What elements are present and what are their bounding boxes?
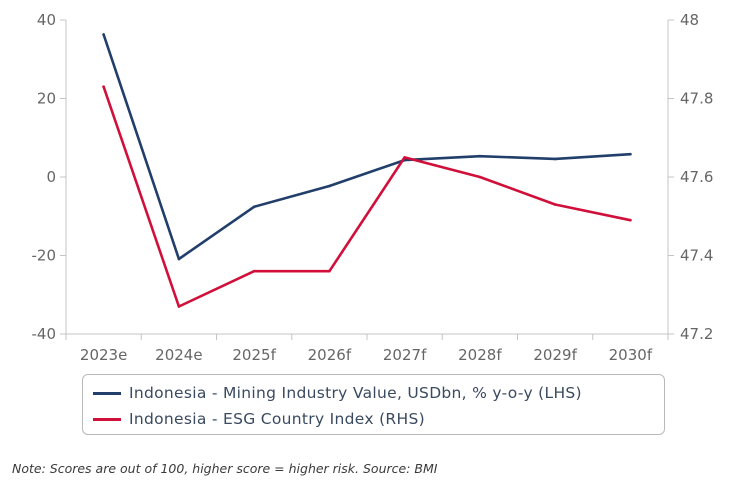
x-tick-label: 2028f <box>458 346 502 364</box>
data-point-mining-2030f <box>629 152 632 156</box>
series-line-mining <box>102 33 632 261</box>
data-point-esg-2026f <box>328 269 331 273</box>
data-point-esg-2023e <box>102 85 105 89</box>
x-tick-label: 2027f <box>383 346 427 364</box>
data-point-esg-2030f <box>629 218 632 222</box>
y-right-tick-label: 48 <box>680 11 699 29</box>
data-point-esg-2029f <box>553 203 557 206</box>
data-point-esg-2027f <box>403 156 406 159</box>
y-right-tick-label: 47.8 <box>680 90 713 108</box>
x-tick-label: 2025f <box>232 346 276 364</box>
data-point-mining-2026f <box>328 184 331 188</box>
series-line-esg <box>102 85 632 308</box>
data-point-mining-2024e <box>177 257 181 261</box>
legend-label-mining: Indonesia - Mining Industry Value, USDbn… <box>129 384 582 402</box>
x-tick-label: 2024e <box>155 346 202 364</box>
y-right-tick-label: 47.4 <box>680 247 713 265</box>
x-tick-label: 2023e <box>80 346 127 364</box>
y-left-tick-label: -20 <box>32 247 57 265</box>
data-point-mining-2025f <box>252 205 256 209</box>
y-left-tick-label: 20 <box>37 90 56 108</box>
data-point-mining-2023e <box>102 33 105 36</box>
chart: 40 20 0 -20 -40 48 47.8 47.6 47.4 47.2 2023e 2024e 2… <box>32 11 714 364</box>
legend-item-esg[interactable]: Indonesia - ESG Country Index (RHS) <box>93 406 664 432</box>
legend: Indonesia - Mining Industry Value, USDbn… <box>82 374 665 435</box>
y-right-tick-label: 47.2 <box>680 325 713 343</box>
x-tick-label: 2030f <box>609 346 653 364</box>
legend-label-esg: Indonesia - ESG Country Index (RHS) <box>129 410 425 428</box>
y-left-tick-label: -40 <box>32 325 57 343</box>
data-point-mining-2028f <box>478 154 482 158</box>
data-point-mining-2029f <box>553 157 557 161</box>
legend-swatch-esg <box>93 417 121 421</box>
y-left-tick-label: 40 <box>37 11 56 29</box>
data-point-esg-2028f <box>478 175 482 179</box>
legend-item-mining[interactable]: Indonesia - Mining Industry Value, USDbn… <box>93 380 664 406</box>
data-point-esg-2025f <box>252 269 256 273</box>
data-point-esg-2024e <box>177 305 181 308</box>
y-left-tick-label: 0 <box>46 168 56 186</box>
x-tick-label: 2026f <box>308 346 352 364</box>
source-note: Note: Scores are out of 100, higher scor… <box>12 461 438 476</box>
y-right-tick-label: 47.6 <box>680 168 713 186</box>
legend-swatch-mining <box>93 391 121 395</box>
x-tick-label: 2029f <box>533 346 577 364</box>
